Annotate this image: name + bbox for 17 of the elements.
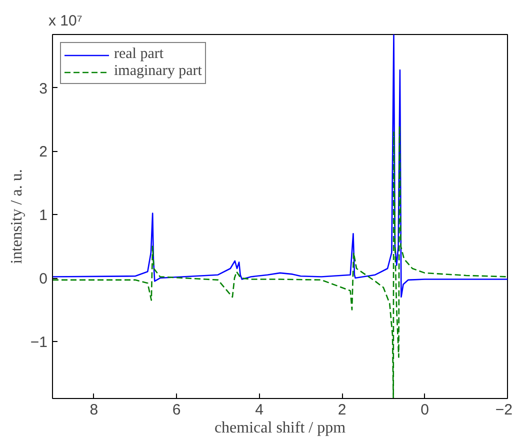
legend-label: real part bbox=[114, 46, 164, 63]
y-tick-label: 1 bbox=[39, 207, 48, 224]
x-tick-label: 0 bbox=[420, 402, 429, 418]
x-tick-label: 8 bbox=[90, 402, 98, 418]
x-axis-title: chemical shift / ppm bbox=[214, 420, 346, 436]
y-tick-label: 0 bbox=[39, 270, 48, 288]
legend-label: imaginary part bbox=[114, 63, 202, 80]
y-tick-label: 3 bbox=[39, 80, 48, 98]
x-tick-label: 6 bbox=[172, 402, 181, 418]
line-series bbox=[52, 34, 508, 298]
y-axis-title: intensity / a. u. bbox=[8, 169, 26, 264]
y-tick-label: 2 bbox=[39, 144, 48, 161]
x-tick-label: 2 bbox=[338, 402, 346, 418]
y-tick-label: −1 bbox=[30, 334, 48, 351]
x-tick-label: −2 bbox=[495, 402, 512, 418]
x-tick-label: 4 bbox=[255, 402, 264, 418]
text: x 10⁷ bbox=[48, 12, 82, 30]
